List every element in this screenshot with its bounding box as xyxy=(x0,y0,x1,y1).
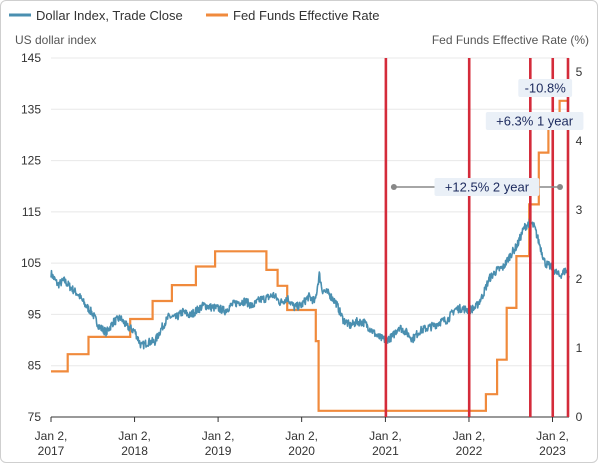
callout-minus-10-8: -10.8% xyxy=(525,81,567,96)
left-tick-label: 85 xyxy=(28,359,42,373)
x-tick-label: Jan 2, 2017 xyxy=(35,429,68,458)
right-tick-label: 1 xyxy=(576,341,583,355)
series-dollar-index-line xyxy=(50,218,570,350)
left-tick-label: 95 xyxy=(28,307,42,321)
right-tick-label: 5 xyxy=(576,65,583,79)
legend-label-fed: Fed Funds Effective Rate xyxy=(233,8,379,23)
series-fed-funds-line xyxy=(51,99,569,412)
x-axis-ticks: Jan 2, 2017 Jan 2, 2018 Jan 2, 2019 Jan 2, 2020… xyxy=(35,417,569,458)
left-tick-label: 115 xyxy=(22,205,41,219)
callout-plus-6-3-one-year: +6.3% 1 year xyxy=(496,114,574,129)
callout-plus-6-3-one-year-box xyxy=(485,112,584,130)
left-tick-label: 75 xyxy=(28,410,42,424)
legend: Dollar Index, Trade Close Fed Funds Effe… xyxy=(9,8,379,23)
callout-minus-10-8-box xyxy=(518,79,573,97)
connector-dot-start xyxy=(390,184,397,190)
left-tick-label: 105 xyxy=(21,256,41,270)
right-tick-label: 2 xyxy=(576,272,583,286)
left-tick-label: 135 xyxy=(21,102,41,116)
marker-layer xyxy=(384,58,570,417)
x-tick-label: Jan 2, 2019 xyxy=(202,429,235,458)
x-tick-label: Jan 2, 2022 xyxy=(453,429,486,458)
right-axis-title: Fed Funds Effective Rate (%) xyxy=(432,33,589,47)
gridlines xyxy=(51,57,569,418)
legend-label-dollar: Dollar Index, Trade Close xyxy=(36,8,183,23)
left-axis-ticks: 75 85 95 105 115 125 135 145 xyxy=(21,51,41,424)
right-tick-label: 0 xyxy=(576,410,583,424)
callout-plus-12-5-two-year: +12.5% 2 year xyxy=(445,180,530,195)
left-tick-label: 145 xyxy=(21,51,41,65)
left-axis-title: US dollar index xyxy=(15,33,96,47)
x-tick-label: Jan 2, 2023 xyxy=(536,429,569,458)
x-tick-label: Jan 2, 2021 xyxy=(369,429,402,458)
right-tick-label: 4 xyxy=(576,134,583,148)
right-tick-label: 3 xyxy=(576,203,583,217)
series-layer xyxy=(50,99,570,412)
right-axis-ticks: 0 1 2 3 4 5 xyxy=(576,65,583,424)
annotation-layer: -10.8% +6.3% 1 year +12.5% 2 year xyxy=(390,79,584,196)
left-tick-label: 125 xyxy=(21,154,41,168)
x-tick-label: Jan 2, 2020 xyxy=(285,429,318,458)
connector-dot-end xyxy=(557,184,563,190)
x-tick-label: Jan 2, 2018 xyxy=(118,429,151,458)
callout-plus-12-5-two-year-box xyxy=(434,178,540,196)
